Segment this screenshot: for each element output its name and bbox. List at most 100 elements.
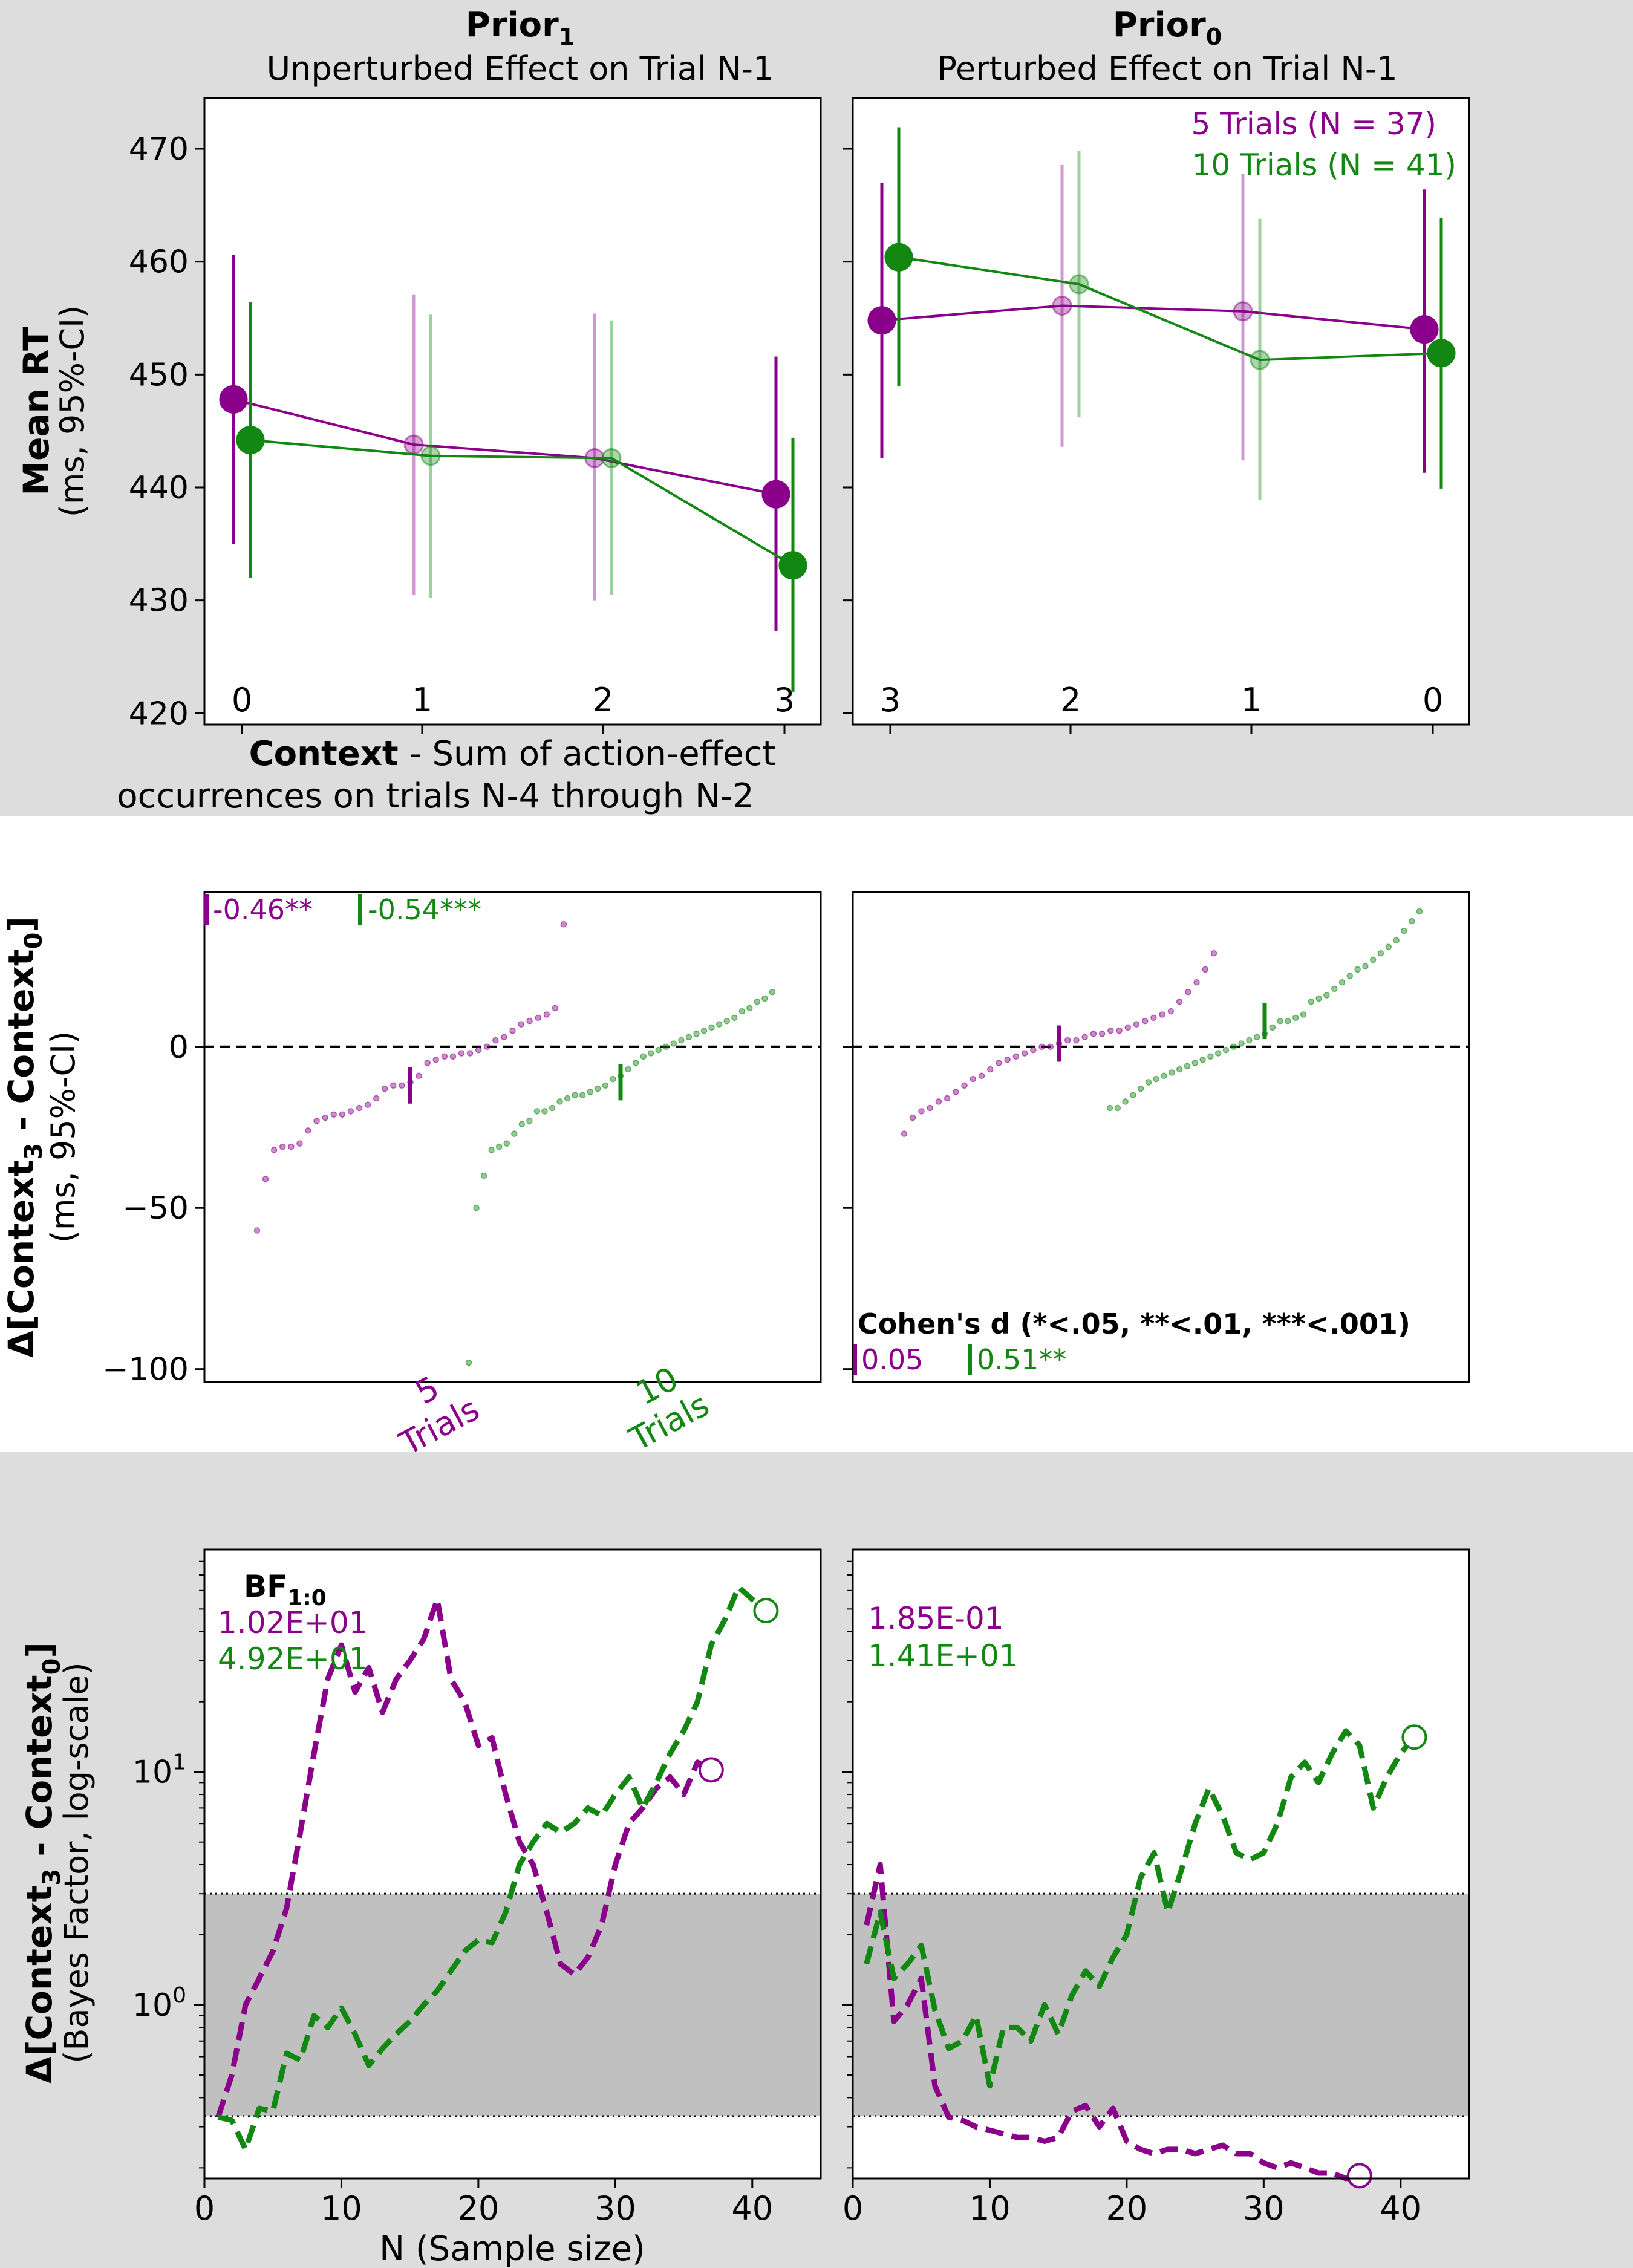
subject-point: [693, 1031, 700, 1037]
top-left-plot-area: [203, 97, 822, 726]
bottom-right-ticks: 0 10 20 30 40: [842, 1560, 1421, 2227]
subject-point: [1004, 1056, 1011, 1063]
subject-point: [373, 1095, 380, 1102]
series-line: [250, 438, 794, 567]
subject-point: [761, 995, 768, 1002]
subject-point: [262, 1176, 269, 1182]
subject-point: [518, 1121, 526, 1127]
x-tick-label: 30: [1243, 2189, 1285, 2227]
mid-right-ten-d: 0.51**: [977, 1343, 1066, 1376]
subject-point: [552, 1005, 559, 1012]
subject-point: [1169, 1069, 1175, 1076]
subject-point: [313, 1118, 320, 1124]
subject-point: [579, 1092, 586, 1098]
subject-point: [1214, 1050, 1222, 1057]
subject-point: [399, 1082, 405, 1089]
mid-right-five-d: 0.05: [861, 1343, 923, 1376]
mid-left-ten-d-marker: [358, 894, 362, 925]
subject-point: [533, 1108, 541, 1115]
subject-point: [610, 1075, 616, 1083]
subject-point: [270, 1147, 278, 1153]
bf-curve: [217, 1584, 768, 2152]
mid-right-y-ticks: [843, 1046, 853, 1370]
top-y-label-sub: (ms, 95%-CI): [53, 305, 91, 517]
subject-point: [480, 1172, 487, 1179]
subject-point: [1416, 908, 1423, 915]
x-tick-label: 40: [731, 2189, 773, 2227]
x-tick-label: 20: [458, 2189, 500, 2227]
subject-point: [640, 1053, 647, 1060]
subject-point: [484, 1043, 491, 1051]
mid-right-five-d-marker: [853, 1344, 857, 1375]
subject-point: [731, 1014, 738, 1022]
top-right-marks: [867, 127, 1456, 500]
subject-point: [1133, 1021, 1140, 1028]
mean-point: [778, 551, 807, 580]
subject-point: [935, 1098, 942, 1105]
subject-point: [1238, 1040, 1245, 1047]
mid-y-label-sub: (ms, 95%-CI): [44, 1031, 82, 1243]
mean-point: [219, 385, 248, 414]
mean-point: [867, 306, 896, 335]
subject-point: [1153, 1075, 1160, 1083]
subject-point: [339, 1111, 346, 1118]
x-tick-label: 0: [843, 2189, 863, 2227]
x-tick-label: 30: [595, 2189, 636, 2227]
mid-left-marks: [253, 921, 776, 1366]
x-tick-label: 20: [1106, 2189, 1148, 2227]
top-left-axes: 470 460 450 440 430 420 0 1 2 3: [129, 97, 822, 734]
mean-point: [420, 446, 441, 466]
top-left-y-ticks: 470 460 450 440 430 420 0 1 2 3: [129, 131, 795, 734]
bottom-left-frame: [203, 1548, 822, 2180]
subject-point: [572, 1092, 578, 1098]
bottom-right-frame: [852, 1548, 1470, 2180]
subject-point: [918, 1108, 925, 1115]
mid-y-label-bold: Δ[Context3 - Context0]: [1, 916, 48, 1358]
subject-point: [279, 1143, 286, 1150]
subject-point: [501, 1034, 507, 1041]
y-tick-label: 470: [129, 131, 189, 168]
subject-point: [424, 1060, 431, 1066]
subject-point: [1185, 988, 1191, 996]
mid-left-five-d-marker: [204, 894, 209, 925]
subject-point: [432, 1056, 439, 1063]
x-tick-label: 3: [774, 681, 795, 719]
x-tick-label: 10: [969, 2189, 1011, 2227]
subject-point: [685, 1034, 693, 1041]
bottom-left-ticks: 0 10 20 30 40 101 100: [132, 1560, 773, 2227]
x-tick-label: 2: [593, 681, 613, 719]
bf-left-five: 1.02E+01: [218, 1605, 368, 1640]
subject-point: [1114, 1104, 1121, 1112]
top-right-axes: 3 2 1 0: [843, 97, 1470, 734]
subject-point: [1191, 1060, 1199, 1066]
subject-point: [511, 1130, 518, 1137]
subject-point: [495, 1143, 503, 1150]
subject-point: [927, 1104, 933, 1112]
bottom-y-label-sub: (Bayes Factor, log-scale): [57, 1662, 96, 2063]
subject-point: [1081, 1034, 1088, 1041]
subject-point: [1308, 998, 1315, 1005]
subject-point: [549, 1104, 556, 1112]
subject-point: [465, 1359, 472, 1366]
mean-point: [1233, 301, 1253, 322]
subject-point: [1150, 1014, 1157, 1022]
y-tick-label: −100: [102, 1352, 189, 1388]
subject-point: [449, 1053, 457, 1060]
subject-point: [564, 1095, 571, 1102]
mid-left-axes: 0 −50 −100: [102, 891, 822, 1388]
subject-point: [655, 1046, 662, 1054]
subject-point: [1285, 1017, 1291, 1025]
subject-point: [700, 1027, 708, 1034]
mid-left-plot-area: [203, 891, 822, 1383]
mid-right-marks: [901, 908, 1423, 1137]
subject-point: [769, 988, 776, 996]
x-tick-label: 3: [880, 681, 901, 719]
mid-right-ten-d-marker: [968, 1344, 972, 1375]
subject-point: [746, 1005, 753, 1012]
subject-point: [305, 1127, 311, 1134]
subject-point: [1408, 917, 1415, 925]
subject-point: [1107, 1027, 1114, 1034]
y-tick-label: 0: [169, 1029, 189, 1066]
subject-point: [1207, 1053, 1214, 1060]
subject-point: [1369, 956, 1377, 963]
